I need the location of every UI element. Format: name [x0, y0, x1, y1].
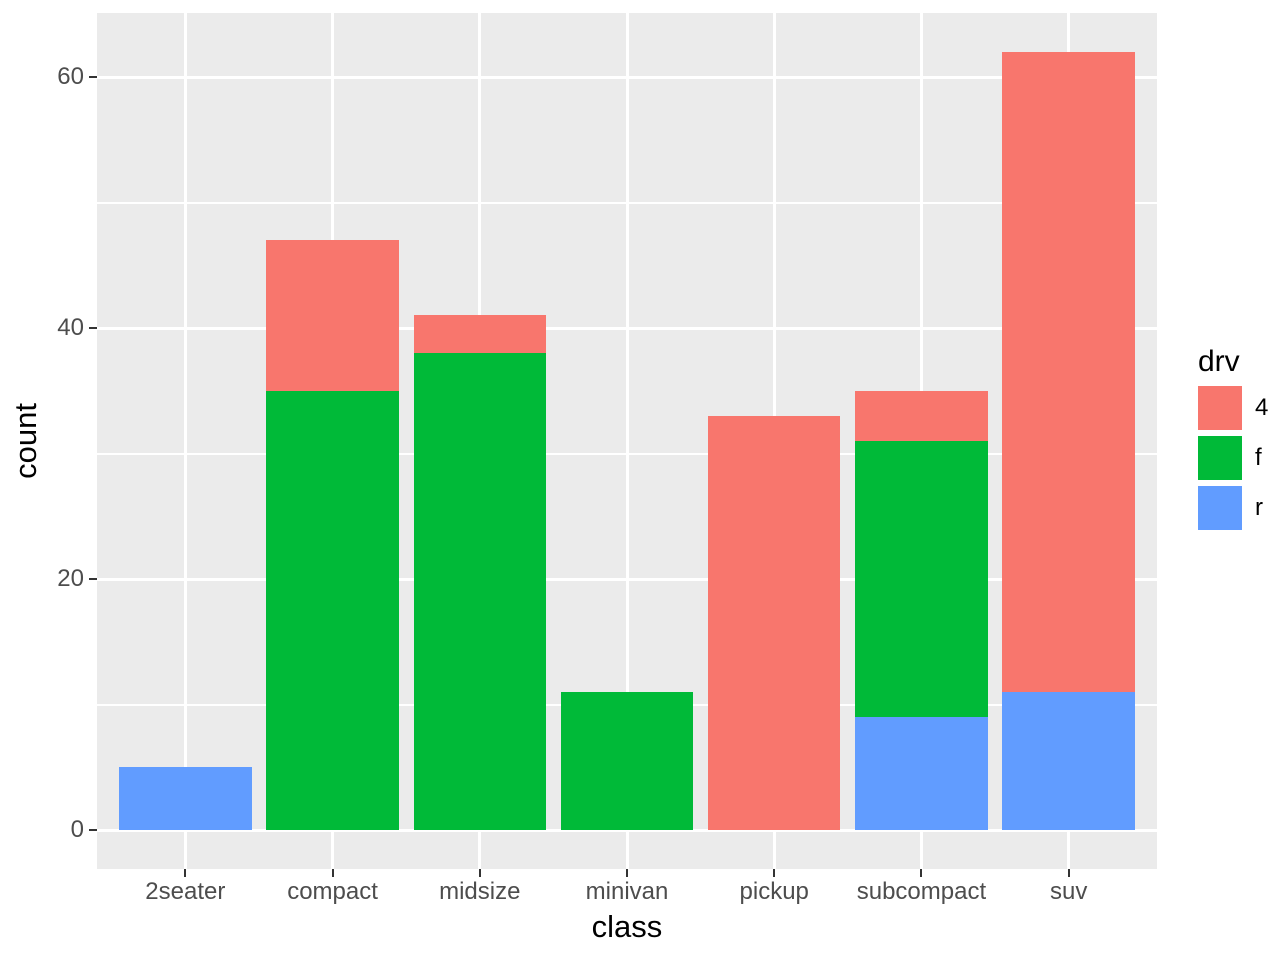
y-tick-mark: [89, 829, 97, 832]
bar-segment-2seater-r: [119, 767, 252, 831]
x-tick-label: suv: [1049, 878, 1088, 905]
bar-segment-compact-f: [266, 390, 399, 831]
bar-segment-subcompact-r: [855, 717, 988, 831]
y-tick-mark: [89, 76, 97, 78]
x-tick-mark: [331, 869, 334, 877]
legend-key-swatch: [1198, 486, 1242, 530]
x-tick-mark: [478, 869, 481, 877]
x-major-gridline: [183, 13, 187, 869]
x-tick-mark: [920, 869, 923, 877]
x-axis-title: class: [591, 909, 663, 944]
bar-segment-suv-r: [1002, 692, 1135, 831]
legend-key-swatch: [1198, 436, 1242, 480]
legend-item-r: r: [1198, 486, 1268, 530]
y-tick-mark: [89, 578, 97, 581]
legend-item-4: 4: [1198, 386, 1268, 430]
bar-segment-pickup-4: [707, 415, 841, 831]
bar-segment-midsize-4: [413, 315, 547, 354]
x-tick-label: midsize: [439, 878, 521, 905]
y-tick-label: 40: [57, 314, 84, 342]
x-tick-mark: [184, 869, 187, 877]
x-tick-mark: [773, 869, 776, 877]
x-tick-label: compact: [287, 878, 378, 905]
x-tick-mark: [626, 869, 628, 877]
bar-segment-midsize-f: [413, 353, 547, 831]
y-axis-title: count: [8, 403, 43, 479]
y-tick-mark: [89, 327, 97, 330]
bar-segment-subcompact-f: [855, 441, 988, 718]
legend-item-f: f: [1198, 436, 1268, 480]
legend-label: 4: [1255, 394, 1269, 421]
legend-key-swatch: [1198, 386, 1242, 430]
y-axis-title-wrap: count: [4, 13, 48, 869]
bar-segment-subcompact-4: [855, 390, 988, 441]
x-tick-label: minivan: [585, 878, 669, 905]
x-tick-label: pickup: [739, 878, 809, 905]
legend-label: r: [1255, 494, 1263, 521]
x-major-gridline: [625, 13, 629, 869]
x-tick-label: 2seater: [145, 878, 226, 905]
bar-segment-minivan-f: [560, 692, 694, 831]
bar-segment-compact-4: [266, 240, 399, 391]
y-tick-label: 60: [57, 63, 84, 90]
legend-title: drv: [1198, 345, 1240, 378]
legend-label: f: [1255, 444, 1262, 471]
x-tick-mark: [1067, 869, 1070, 877]
y-tick-label: 0: [70, 816, 84, 844]
x-tick-label: subcompact: [856, 878, 987, 905]
bar-segment-suv-4: [1002, 51, 1135, 693]
y-tick-label: 20: [57, 565, 84, 593]
plot-panel: [97, 13, 1157, 869]
